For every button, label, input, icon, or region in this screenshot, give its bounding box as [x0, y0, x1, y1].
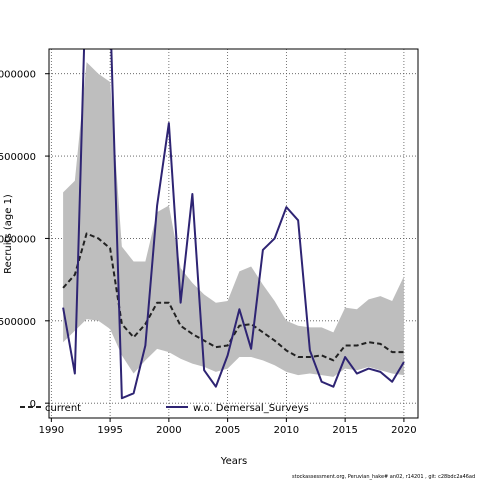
x-tick-label: 1995 — [97, 425, 122, 436]
series-layer — [62, 49, 405, 400]
confidence-band-layer — [63, 62, 404, 377]
x-tick-label: 2010 — [274, 425, 299, 436]
x-tick-label: 2000 — [156, 425, 181, 436]
x-axis-ticks: 1990 1995 2000 2005 2010 2015 2020 — [39, 418, 417, 436]
confidence-band — [63, 62, 404, 377]
y-tick-label: 0 — [30, 399, 36, 410]
x-tick-label: 2015 — [332, 425, 357, 436]
legend: current w.o. Demersal_Surveys — [20, 403, 309, 414]
x-tick-label: 2005 — [215, 425, 240, 436]
y-tick-label: 1500000 — [0, 152, 36, 163]
y-axis-title: Recruits (age 1) — [3, 194, 14, 274]
x-axis-title: Years — [220, 456, 247, 467]
x-tick-label: 1990 — [39, 425, 64, 436]
plot-frame — [48, 48, 419, 419]
series-line-wo-demersal-surveys — [62, 49, 405, 400]
x-tick-label: 2020 — [391, 425, 416, 436]
legend-label-current: current — [45, 403, 81, 414]
y-axis-ticks: 0 500000 1000000 1500000 2000000 — [0, 70, 49, 410]
legend-label-wo-demersal: w.o. Demersal_Surveys — [193, 403, 309, 414]
footnote: stockassessment.org, Peruvian_hake# an02… — [292, 474, 476, 480]
y-tick-label: 1000000 — [0, 234, 36, 245]
y-tick-label: 500000 — [0, 317, 36, 328]
y-tick-label: 2000000 — [0, 70, 36, 81]
